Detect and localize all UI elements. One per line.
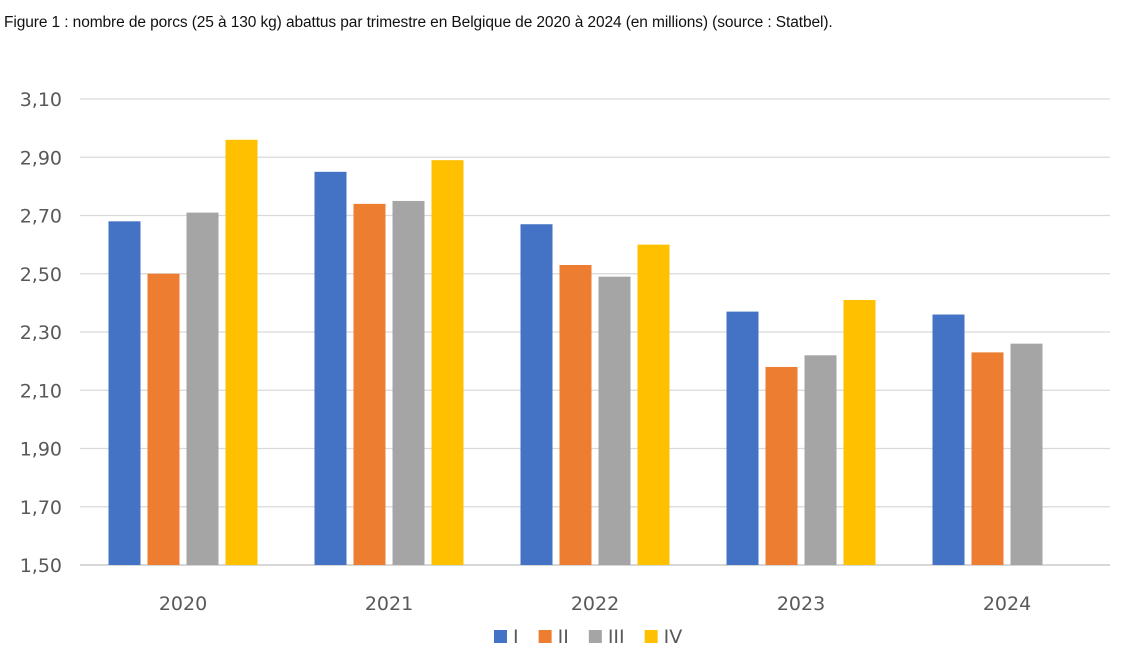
legend-label: II <box>558 626 569 648</box>
legend-label: IV <box>664 626 683 648</box>
bar-2022-I <box>520 224 553 566</box>
bar-2023-IV <box>843 299 876 565</box>
legend-label: III <box>608 626 625 648</box>
bar-2021-III <box>392 200 425 565</box>
bar-2022-III <box>598 276 631 565</box>
y-tick-label: 3,10 <box>20 89 62 111</box>
bar-2024-III <box>1010 343 1043 565</box>
y-axis-tick-labels: 1,50 1,70 1,90 2,10 2,30 2,50 2,70 2,90 3,10 <box>20 89 62 577</box>
bar-2022-IV <box>637 244 670 565</box>
x-axis-category-labels: 2020 2021 2022 2023 2024 <box>159 593 1031 615</box>
bar-2023-II <box>765 366 798 565</box>
y-tick-label: 1,50 <box>20 555 62 577</box>
bar-2020-III <box>186 212 219 565</box>
bar-2023-I <box>726 311 759 565</box>
bar-2021-II <box>353 203 386 565</box>
y-tick-label: 2,50 <box>20 264 62 286</box>
y-tick-label: 1,90 <box>20 439 62 461</box>
legend: I II III IV <box>494 626 682 648</box>
bar-2022-II <box>559 265 592 565</box>
bar-2021-I <box>314 171 347 565</box>
y-tick-label: 2,90 <box>20 147 62 169</box>
bar-2023-III <box>804 355 837 565</box>
y-tick-label: 2,70 <box>20 206 62 228</box>
x-category-label: 2022 <box>571 593 619 615</box>
legend-swatch-IV <box>644 630 658 643</box>
bar-2020-II <box>147 273 180 565</box>
bar-2020-IV <box>225 139 258 565</box>
bar-2024-II <box>971 352 1004 565</box>
x-category-label: 2020 <box>159 593 207 615</box>
legend-label: I <box>513 626 519 648</box>
bars <box>108 139 1043 566</box>
x-category-label: 2023 <box>777 593 825 615</box>
legend-swatch-I <box>494 630 507 643</box>
legend-swatch-III <box>588 630 602 643</box>
y-tick-label: 2,30 <box>20 322 62 344</box>
y-tick-label: 1,70 <box>20 497 62 519</box>
bar-2020-I <box>108 221 141 565</box>
bar-2024-I <box>932 314 965 565</box>
bar-2021-IV <box>431 160 464 565</box>
x-category-label: 2021 <box>365 593 413 615</box>
chart-caption: Figure 1 : nombre de porcs (25 à 130 kg)… <box>4 14 833 31</box>
legend-swatch-II <box>538 630 552 643</box>
y-tick-label: 2,10 <box>20 380 62 402</box>
x-category-label: 2024 <box>983 593 1031 615</box>
